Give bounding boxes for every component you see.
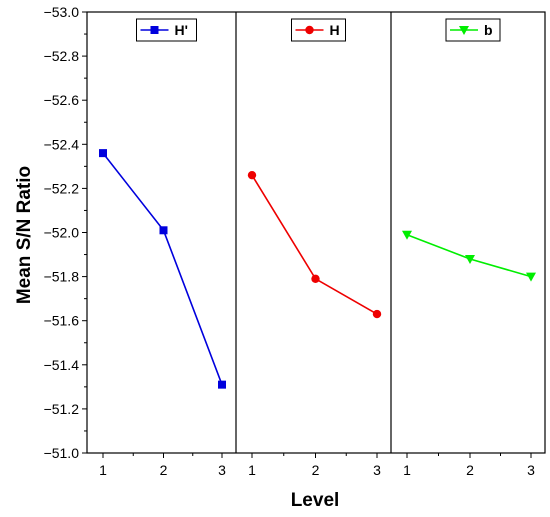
y-tick-label: −53.0 (44, 4, 80, 20)
x-tick-label: 1 (403, 462, 411, 478)
x-axis-title: Level (291, 490, 340, 511)
data-point (218, 380, 226, 389)
data-point (247, 170, 257, 180)
legend-label: H (330, 22, 340, 38)
y-tick-label: −52.4 (44, 136, 80, 152)
y-tick-label: −52.6 (44, 92, 80, 108)
y-tick-label: −51.0 (44, 445, 80, 461)
data-point (159, 226, 168, 235)
series-line-2 (251, 174, 378, 315)
data-point (311, 274, 320, 284)
plot-frame (86, 11, 546, 454)
y-tick-label: −51.2 (44, 401, 80, 417)
x-tick-label: 2 (312, 462, 320, 478)
y-tick-label: −52.8 (44, 48, 80, 64)
y-axis-title: Mean S/N Ratio (14, 166, 35, 304)
data-point (99, 149, 107, 158)
x-tick-label: 2 (160, 462, 168, 478)
legend-marker (459, 26, 469, 35)
legend-label: H' (175, 22, 188, 38)
plot-area: −53.0 −52.8 −52.6 −52.4 −52.2 −52.0 −51.8 −51.6… (44, 4, 546, 478)
legend-marker (150, 26, 159, 34)
y-tick-label: −51.4 (44, 357, 80, 373)
legend-marker (305, 25, 314, 35)
x-tick-label: 3 (218, 462, 226, 478)
x-tick-label: 1 (99, 462, 107, 478)
x-tick-label: 3 (527, 462, 535, 478)
data-point (372, 309, 382, 319)
data-point (526, 272, 536, 282)
series-line-1 (102, 152, 223, 385)
x-tick-label: 1 (248, 462, 256, 478)
x-tick-label: 2 (466, 462, 474, 478)
y-tick-label: −51.6 (44, 313, 80, 329)
data-point (465, 254, 475, 264)
y-tick-label: −52.0 (44, 225, 80, 241)
y-tick-label: −51.8 (44, 269, 80, 285)
x-tick-label: 3 (373, 462, 381, 478)
legend-label: b (484, 22, 493, 38)
y-tick-label: −52.2 (44, 180, 80, 196)
data-point (402, 230, 412, 240)
